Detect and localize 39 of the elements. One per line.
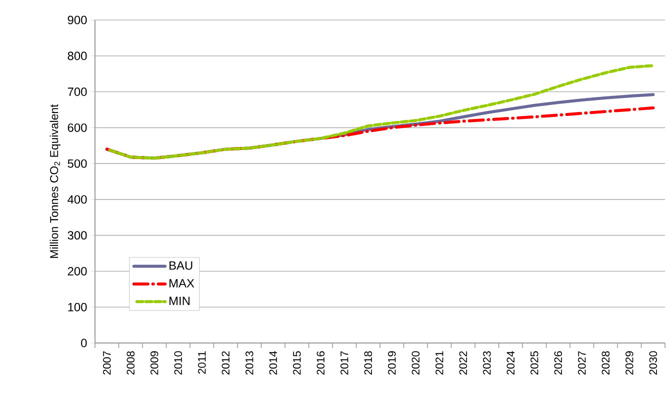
x-tick-label: 2020 [412,351,420,375]
x-tick-label: 2018 [364,351,372,375]
x-tick-label: 2024 [506,351,515,375]
y-axis-title: Million Tonnes CO$_{2}$ Equivalent [50,104,60,258]
y-tick-label: 600 [68,123,87,132]
y-tick-label: 400 [68,195,87,204]
x-tick-label: 2021 [436,351,444,375]
x-tick-label: 2017 [340,351,348,375]
x-tick-label: 2028 [602,351,610,375]
y-tick-label: 700 [68,88,87,96]
x-tick-label: 2030 [649,351,658,375]
y-tick-label: 200 [68,266,87,276]
x-tick-label: 2011 [198,351,206,374]
x-tick-label: 2022 [459,351,468,375]
line-series [105,64,655,160]
x-tick-label: 2014 [269,351,278,375]
x-tick-label: 2026 [554,351,562,375]
x-tick-label: 2012 [222,351,230,375]
x-tick-label: 2029 [626,351,634,375]
x-tick-label: 2025 [530,351,538,375]
y-tick-label: 800 [68,52,87,60]
y-tick-label: 0 [81,338,87,348]
x-tick-label: 2015 [293,351,301,375]
x-tick-label: 2007 [103,351,111,375]
x-tick-label: 2009 [150,351,158,375]
y-tick-label: 900 [68,16,87,24]
x-tick-label: 2023 [483,351,491,375]
legend-label: MIN [170,296,190,306]
y-tick-label: 500 [68,159,87,168]
y-tick-label: 100 [68,302,87,312]
x-tick-label: 2008 [126,351,135,375]
y-tick-label: 300 [68,231,87,240]
x-tick-label: 2019 [388,351,396,375]
x-tick-label: 2016 [316,351,325,375]
x-tick-label: 2010 [174,351,182,375]
legend-label: MAX [170,279,194,288]
x-tick-label: 2027 [578,351,586,375]
x-tick-label: 2013 [246,351,254,375]
legend-label: BAU [170,261,192,270]
